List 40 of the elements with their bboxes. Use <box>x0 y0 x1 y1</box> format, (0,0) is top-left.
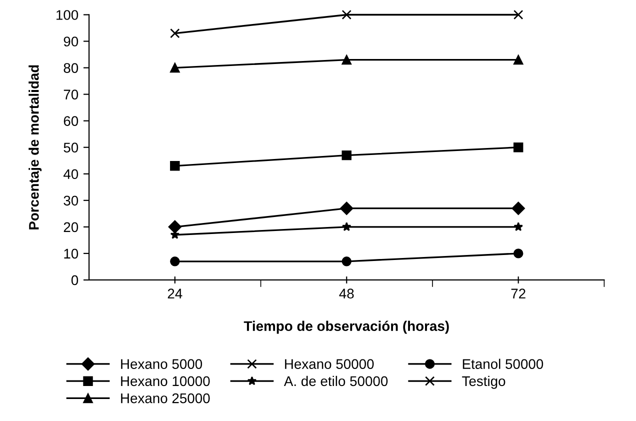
point <box>342 150 352 160</box>
y-tick-label: 80 <box>64 63 78 73</box>
point <box>513 142 524 152</box>
point <box>342 256 352 266</box>
y-tick-label: 60 <box>64 116 78 126</box>
x-tick-label: 72 <box>511 288 526 298</box>
point <box>170 62 180 73</box>
point <box>342 10 352 20</box>
point <box>168 220 182 234</box>
point <box>340 202 354 215</box>
point <box>513 10 524 20</box>
y-tick-label: 40 <box>63 169 78 180</box>
legend-label: Hexano 50000 <box>285 359 374 369</box>
x-tick-label: 48 <box>339 288 354 298</box>
y-tick-label: 30 <box>64 196 78 206</box>
y-tick-label: 0 <box>71 275 78 286</box>
legend-label: Etanol 50000 <box>462 358 544 369</box>
point <box>342 222 352 231</box>
point <box>170 161 180 171</box>
x-tick-label: 24 <box>168 288 182 298</box>
y-tick-label: 70 <box>64 90 78 100</box>
point <box>512 202 525 215</box>
legend-label: Hexano 25000 <box>121 393 210 404</box>
point <box>170 256 180 266</box>
y-tick-label: 100 <box>56 10 78 20</box>
y-tick-label: 90 <box>64 36 78 46</box>
legend-label: Hexano 10000 <box>121 376 210 386</box>
point <box>342 54 352 65</box>
legend-label: Testigo <box>462 376 506 389</box>
point <box>514 222 523 231</box>
y-axis-title: Porcentaje de mortalidad <box>28 65 42 230</box>
x-axis-title: Tiempo de observación (horas) <box>244 320 449 334</box>
point <box>513 54 524 65</box>
point <box>513 248 524 258</box>
point <box>170 28 180 38</box>
y-tick-label: 10 <box>64 248 78 259</box>
y-tick-label: 50 <box>64 142 78 153</box>
legend-label: Hexano 5000 <box>121 359 202 369</box>
y-tick-label: 20 <box>64 222 78 232</box>
legend-label: A. de etilo 50000 <box>284 376 388 386</box>
